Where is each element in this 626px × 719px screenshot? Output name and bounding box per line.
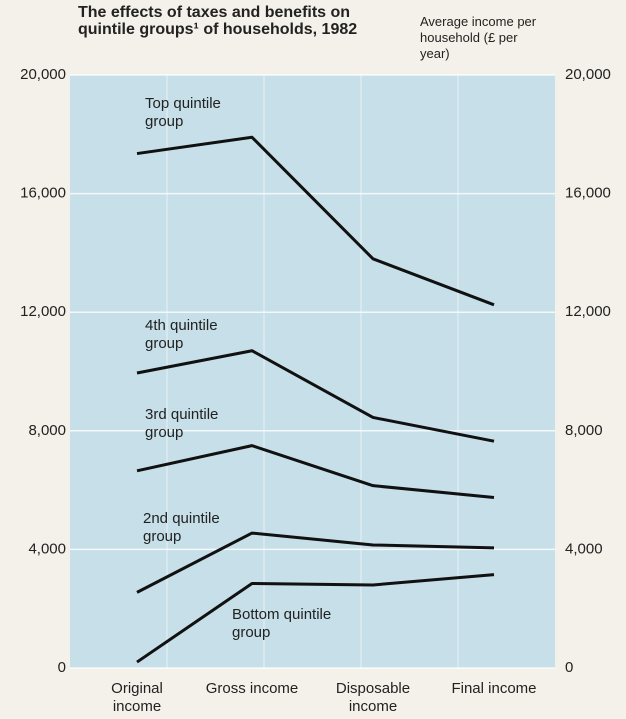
y2-tick-label: 12,000 bbox=[565, 303, 611, 320]
y-tick-label: 4,000 bbox=[28, 540, 66, 557]
y-tick-label: 12,000 bbox=[20, 303, 66, 320]
x-tick-label: Original income bbox=[111, 680, 163, 715]
y-tick-label: 8,000 bbox=[28, 422, 66, 439]
series-line bbox=[136, 349, 495, 443]
y-tick-label: 0 bbox=[58, 659, 66, 676]
y2-tick-label: 20,000 bbox=[565, 66, 611, 83]
chart-title: The effects of taxes and benefits on qui… bbox=[78, 4, 358, 38]
y-axis-label: Average income per household (£ per year… bbox=[420, 14, 537, 61]
y2-tick-label: 4,000 bbox=[565, 540, 603, 557]
series-label: 3rd quintile group bbox=[145, 406, 219, 441]
x-tick-label: Final income bbox=[451, 680, 537, 697]
series-label: 2nd quintile group bbox=[143, 510, 220, 545]
x-tick-label: Gross income bbox=[205, 680, 299, 697]
y-tick-label: 16,000 bbox=[20, 185, 66, 202]
y2-tick-label: 16,000 bbox=[565, 185, 611, 202]
y2-tick-label: 8,000 bbox=[565, 422, 603, 439]
series-label: 4th quintile group bbox=[145, 317, 218, 352]
series-line bbox=[136, 573, 495, 664]
series-label: Bottom quintile group bbox=[232, 606, 332, 641]
series-line bbox=[136, 135, 495, 307]
y2-tick-label: 0 bbox=[565, 659, 573, 676]
series-line bbox=[136, 531, 495, 594]
y-tick-label: 20,000 bbox=[20, 66, 66, 83]
x-tick-label: Disposable income bbox=[335, 680, 411, 715]
series-line bbox=[136, 444, 495, 500]
series-label: Top quintile group bbox=[145, 95, 221, 130]
